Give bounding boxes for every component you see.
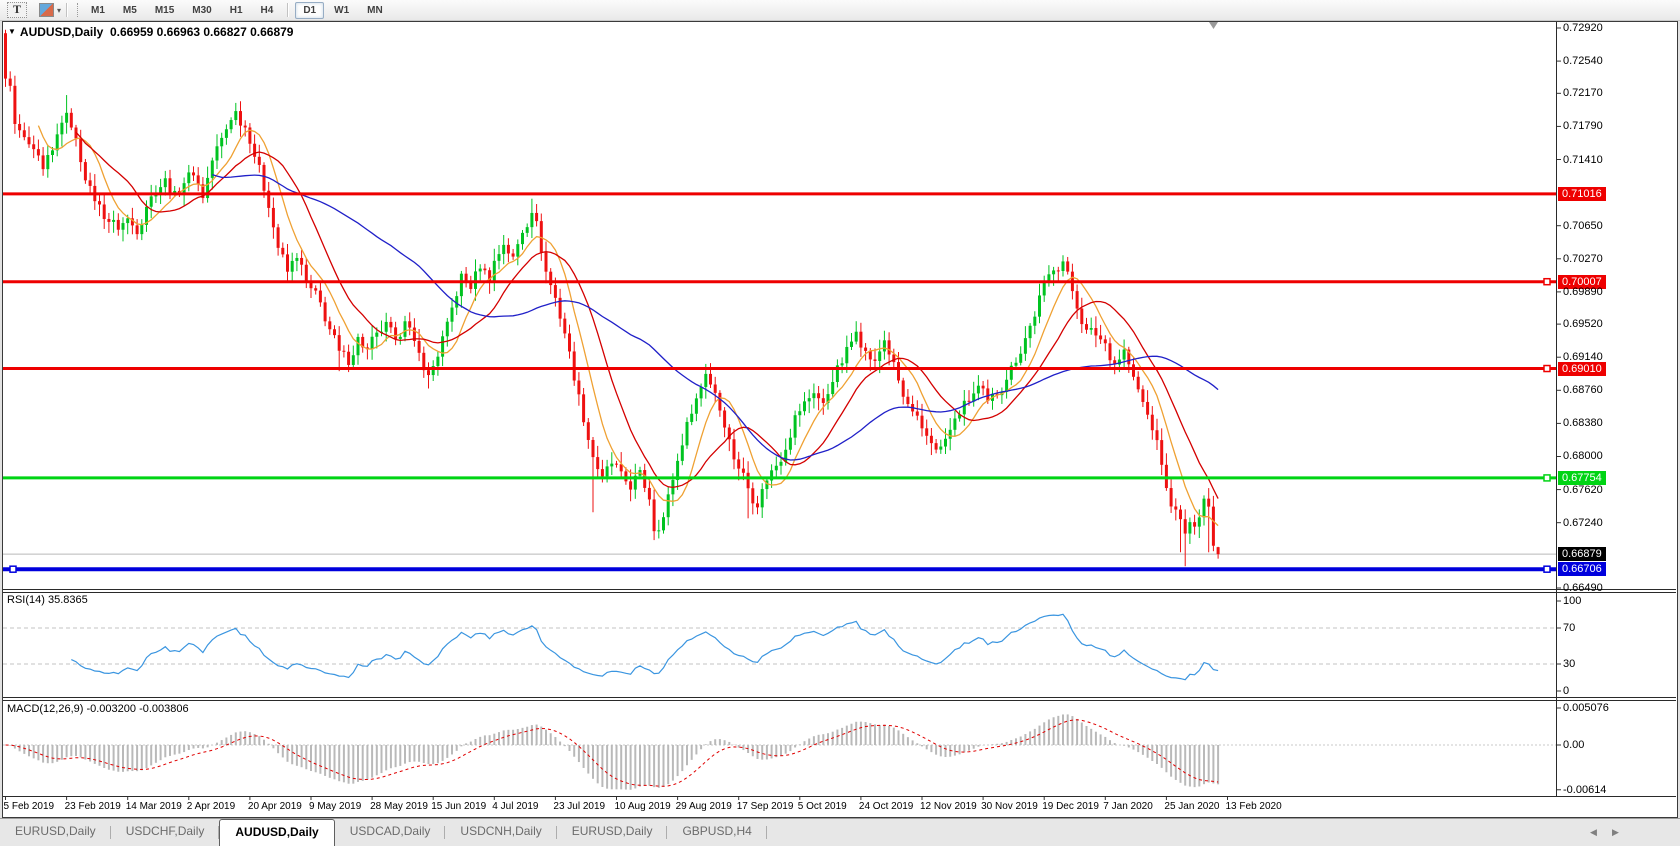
tab-audusd-daily[interactable]: AUDUSD,Daily [219, 819, 335, 846]
chevron-down-icon: ▾ [57, 5, 62, 15]
tab-scroll-right[interactable]: ▶ [1612, 827, 1619, 837]
styles-button[interactable]: ▾ [39, 3, 61, 17]
toolbar-grip[interactable] [77, 3, 79, 17]
chart-tab-bar: EURUSD,Daily USDCHF,Daily AUDUSD,Daily USDC… [0, 818, 1680, 846]
tab-eurusd-daily[interactable]: EURUSD,Daily [557, 819, 668, 846]
tf-button-d1[interactable]: D1 [295, 1, 325, 19]
tf-button-m1[interactable]: M1 [91, 4, 105, 16]
tab-gbpusd-h4[interactable]: GBPUSD,H4 [667, 819, 768, 846]
tf-button-h4[interactable]: H4 [260, 4, 274, 16]
tf-button-w1[interactable]: W1 [334, 4, 350, 16]
tf-button-m5[interactable]: M5 [122, 4, 137, 16]
toolbar-separator [66, 3, 69, 17]
tf-button-m15[interactable]: M15 [154, 4, 175, 16]
chart-window[interactable] [2, 21, 1678, 818]
tf-button-m30[interactable]: M30 [192, 4, 212, 16]
text-tool-button[interactable]: T [7, 2, 27, 18]
timeframe-toolbar: M1 M5 M15 M30 H1 H4 D1 W1 MN [82, 1, 392, 19]
tab-usdcad-daily[interactable]: USDCAD,Daily [335, 819, 446, 846]
tab-eurusd-daily[interactable]: EURUSD,Daily [0, 819, 111, 846]
top-toolbar: T ▾ M1 M5 M15 M30 H1 H4 D1 W1 MN [0, 0, 1680, 21]
tab-usdchf-daily[interactable]: USDCHF,Daily [111, 819, 220, 846]
tf-button-mn[interactable]: MN [367, 4, 383, 16]
tab-scroll-left[interactable]: ◀ [1590, 827, 1597, 837]
toolbar-separator [287, 3, 290, 17]
tab-usdcnh-daily[interactable]: USDCNH,Daily [445, 819, 558, 846]
tf-button-h1[interactable]: H1 [229, 4, 243, 16]
styles-icon [39, 3, 54, 17]
